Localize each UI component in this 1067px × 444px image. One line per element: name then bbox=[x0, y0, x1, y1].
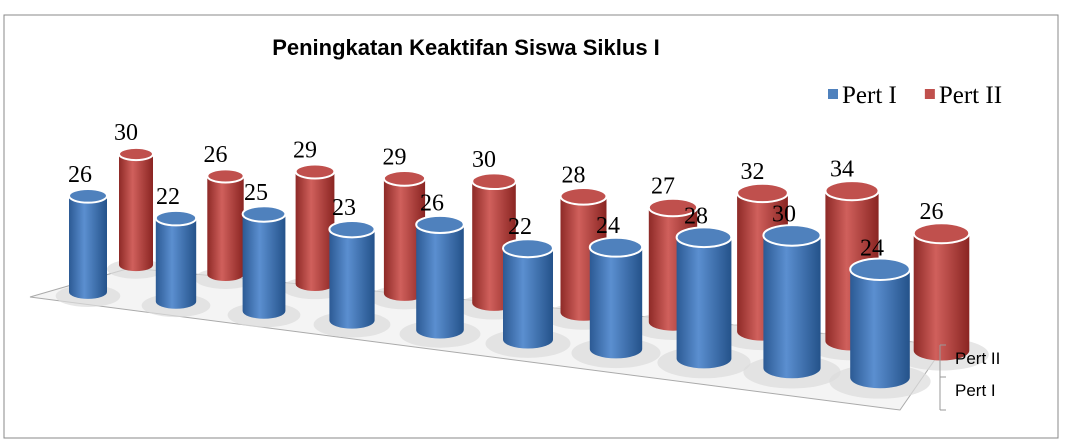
cylinder bbox=[894, 222, 989, 371]
cylinder-body bbox=[69, 195, 107, 299]
data-label: 24 bbox=[596, 213, 620, 239]
cylinder-top bbox=[588, 236, 644, 258]
cylinder bbox=[107, 146, 165, 279]
cylinder-body bbox=[207, 175, 244, 282]
legend-label: Pert II bbox=[939, 82, 1002, 109]
cylinder-top bbox=[471, 172, 517, 191]
cylinder-top bbox=[154, 209, 198, 227]
depth-label: Pert II bbox=[955, 349, 1000, 368]
data-label: 22 bbox=[156, 184, 180, 210]
cylinder-top bbox=[241, 205, 287, 223]
cylinder-top bbox=[294, 163, 336, 180]
cylinder-top bbox=[912, 222, 971, 245]
data-label: 26 bbox=[204, 142, 228, 168]
cylinder bbox=[399, 214, 481, 348]
data-label: 28 bbox=[684, 203, 708, 229]
cylinder bbox=[369, 169, 440, 310]
legend-swatch bbox=[924, 89, 935, 99]
cylinder-top bbox=[206, 168, 245, 184]
data-label: 28 bbox=[562, 162, 586, 188]
cylinder bbox=[485, 238, 571, 358]
cylinder-body bbox=[155, 218, 197, 309]
cylinder bbox=[194, 168, 257, 289]
cylinder-body bbox=[913, 233, 970, 361]
data-label: 32 bbox=[741, 159, 765, 185]
cylinder-top bbox=[762, 224, 822, 247]
cylinder-body bbox=[242, 214, 286, 319]
data-label: 34 bbox=[830, 157, 854, 183]
legend-label: Pert I bbox=[842, 82, 897, 109]
data-label: 29 bbox=[293, 137, 317, 163]
cylinder-top bbox=[647, 197, 699, 218]
cylinder bbox=[571, 236, 661, 369]
cylinder-top bbox=[328, 220, 376, 239]
data-label: 29 bbox=[383, 144, 407, 170]
cylinder bbox=[743, 224, 841, 389]
plot-area: 30 26 29 29 30 28 27 32 34 26 26 22 25 23 26 22 24 28 30 24 bbox=[55, 120, 989, 399]
cylinder-body bbox=[503, 248, 553, 349]
legend-swatch bbox=[828, 89, 838, 99]
data-label: 30 bbox=[114, 120, 138, 146]
cylinder-body bbox=[589, 247, 643, 359]
cylinder-body bbox=[119, 154, 153, 272]
cylinder-body bbox=[329, 229, 375, 329]
cylinder-top bbox=[675, 226, 733, 249]
data-label: 26 bbox=[420, 190, 444, 216]
data-label: 30 bbox=[472, 147, 496, 173]
cylinder bbox=[141, 209, 211, 318]
cylinder-body bbox=[676, 237, 732, 369]
data-label: 30 bbox=[772, 201, 796, 227]
cylinder-body bbox=[416, 224, 464, 339]
cylinder-top bbox=[415, 214, 465, 235]
data-label: 25 bbox=[244, 180, 268, 206]
cylinder-body bbox=[383, 178, 426, 301]
cylinder-top bbox=[736, 182, 789, 204]
cylinder bbox=[313, 220, 391, 338]
chart-title: Peningkatan Keaktifan Siswa Siklus I bbox=[272, 35, 660, 60]
cylinder bbox=[829, 257, 931, 399]
data-label: 24 bbox=[860, 235, 884, 261]
data-label: 26 bbox=[920, 199, 944, 225]
cylinder bbox=[657, 226, 751, 379]
cylinder-top bbox=[68, 187, 108, 204]
cylinder bbox=[55, 187, 121, 307]
data-label: 27 bbox=[651, 174, 675, 200]
data-label: 23 bbox=[332, 195, 356, 221]
data-label: 22 bbox=[508, 214, 532, 240]
cylinder-body bbox=[850, 269, 910, 389]
cylinder-top bbox=[502, 238, 554, 259]
cylinder-top bbox=[824, 180, 880, 202]
cylinder-top bbox=[559, 187, 608, 206]
cylinder-top bbox=[118, 146, 154, 162]
cylinder-body bbox=[295, 171, 335, 291]
cylinder bbox=[227, 205, 301, 328]
cylinder-top bbox=[849, 257, 911, 281]
depth-label: Pert I bbox=[955, 381, 996, 400]
cylinder-body bbox=[763, 235, 821, 379]
cylinder-top bbox=[382, 169, 427, 187]
data-label: 26 bbox=[68, 162, 92, 188]
